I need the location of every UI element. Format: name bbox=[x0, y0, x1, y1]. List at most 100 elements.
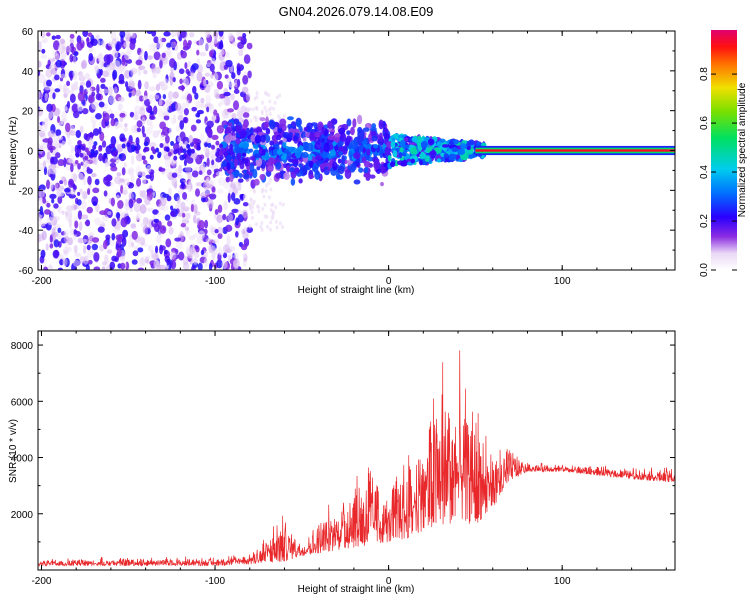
heatmap-cell bbox=[209, 150, 214, 160]
heatmap-cell bbox=[81, 238, 88, 243]
heatmap-cell bbox=[236, 67, 241, 76]
heatmap-cell bbox=[150, 146, 155, 152]
heatmap-cell bbox=[110, 197, 116, 207]
heatmap-cell bbox=[164, 214, 171, 221]
heatmap-cell bbox=[189, 75, 196, 80]
heatmap-cell bbox=[215, 151, 220, 157]
heatmap-cell bbox=[120, 217, 128, 228]
heatmap-cell bbox=[149, 171, 155, 182]
heatmap-cell bbox=[129, 76, 133, 84]
heatmap-cell bbox=[278, 201, 282, 206]
heatmap-cell bbox=[137, 267, 145, 270]
heatmap-cell bbox=[357, 129, 365, 140]
heatmap-cell bbox=[46, 32, 51, 37]
heatmap-cell bbox=[77, 140, 82, 146]
heatmap-cell bbox=[265, 127, 271, 135]
heatmap-cell bbox=[206, 106, 210, 113]
heatmap-cell bbox=[77, 91, 86, 102]
heatmap-cell bbox=[236, 31, 244, 38]
heatmap-cell bbox=[241, 152, 247, 157]
heatmap-cell bbox=[113, 60, 121, 71]
heatmap-cell bbox=[223, 151, 228, 157]
x-tick-label: 0 bbox=[386, 276, 392, 287]
heatmap-cell bbox=[207, 142, 212, 148]
heatmap-cell bbox=[281, 202, 285, 207]
heatmap-cell bbox=[226, 154, 233, 162]
heatmap-cell bbox=[130, 223, 137, 229]
heatmap-cell bbox=[57, 159, 65, 167]
heatmap-cell bbox=[41, 230, 47, 241]
colorbar-tick-label: 0.6 bbox=[699, 116, 710, 130]
heatmap-cell bbox=[93, 152, 98, 158]
heatmap-cell bbox=[94, 178, 100, 186]
heatmap-cell bbox=[182, 191, 188, 200]
heatmap-cell bbox=[38, 90, 41, 100]
heatmap-cell bbox=[306, 142, 314, 152]
heatmap-cell bbox=[246, 127, 250, 137]
heatmap-cell bbox=[362, 147, 367, 153]
heatmap-cell bbox=[153, 51, 161, 61]
heatmap-cell bbox=[101, 266, 106, 270]
heatmap-cell bbox=[302, 137, 307, 142]
heatmap-cell bbox=[268, 157, 276, 165]
heatmap-cell bbox=[327, 135, 336, 141]
heatmap-cell bbox=[70, 82, 76, 92]
heatmap-cell bbox=[95, 93, 102, 101]
heatmap-cell bbox=[168, 226, 174, 235]
heatmap-cell bbox=[237, 36, 244, 41]
heatmap-cell bbox=[85, 263, 90, 270]
heatmap-cell bbox=[287, 146, 295, 153]
heatmap-cell bbox=[38, 125, 43, 131]
heatmap-cell bbox=[358, 167, 364, 173]
heatmap-cell bbox=[158, 98, 163, 107]
heatmap-cell bbox=[135, 89, 142, 97]
heatmap-cell bbox=[80, 61, 86, 70]
heatmap-cell bbox=[144, 255, 151, 260]
heatmap-cell bbox=[61, 110, 67, 120]
heatmap-cell bbox=[416, 141, 422, 147]
heatmap-cell bbox=[85, 80, 92, 89]
heatmap-cell bbox=[358, 144, 365, 150]
heatmap-cell bbox=[203, 257, 208, 268]
heatmap-cell bbox=[332, 141, 337, 147]
heatmap-cell bbox=[211, 186, 216, 193]
heatmap-cell bbox=[187, 60, 192, 67]
heatmap-cell bbox=[261, 149, 266, 156]
heatmap-cell bbox=[60, 60, 65, 66]
heatmap-cell bbox=[298, 178, 303, 184]
heatmap-cell bbox=[196, 58, 201, 66]
heatmap-cell bbox=[100, 77, 106, 83]
heatmap-cell bbox=[123, 41, 130, 49]
heatmap-cell bbox=[371, 123, 377, 129]
heatmap-cell bbox=[135, 153, 144, 162]
spectrogram-ylabel: Frequency (Hz) bbox=[8, 117, 19, 186]
heatmap-cell bbox=[243, 173, 250, 180]
heatmap-cell bbox=[176, 31, 181, 38]
heatmap-cell bbox=[55, 34, 61, 40]
heatmap-cell bbox=[189, 250, 194, 259]
heatmap-cell bbox=[49, 243, 54, 249]
heatmap-cell bbox=[241, 228, 246, 235]
x-tick-label: -200 bbox=[31, 276, 51, 287]
heatmap-cell bbox=[184, 226, 190, 231]
heatmap-cell bbox=[166, 42, 172, 48]
heatmap-cell bbox=[123, 162, 127, 168]
heatmap-cell bbox=[87, 32, 93, 38]
heatmap-cell bbox=[213, 37, 219, 44]
heatmap-cell bbox=[38, 161, 41, 170]
heatmap-cell bbox=[156, 212, 161, 217]
heatmap-cell bbox=[219, 154, 224, 160]
heatmap-cell bbox=[38, 130, 46, 138]
heatmap-cell bbox=[195, 119, 202, 124]
heatmap-cell bbox=[192, 233, 199, 238]
heatmap-cell bbox=[192, 214, 197, 224]
heatmap-cell bbox=[68, 130, 77, 136]
heatmap-cell bbox=[422, 146, 426, 151]
heatmap-cell bbox=[419, 160, 423, 166]
heatmap-cell bbox=[49, 234, 53, 243]
heatmap-cell bbox=[41, 123, 48, 132]
heatmap-cell bbox=[295, 132, 300, 137]
heatmap-cell bbox=[153, 36, 159, 44]
heatmap-cell bbox=[309, 131, 314, 141]
heatmap-cell bbox=[87, 188, 91, 196]
